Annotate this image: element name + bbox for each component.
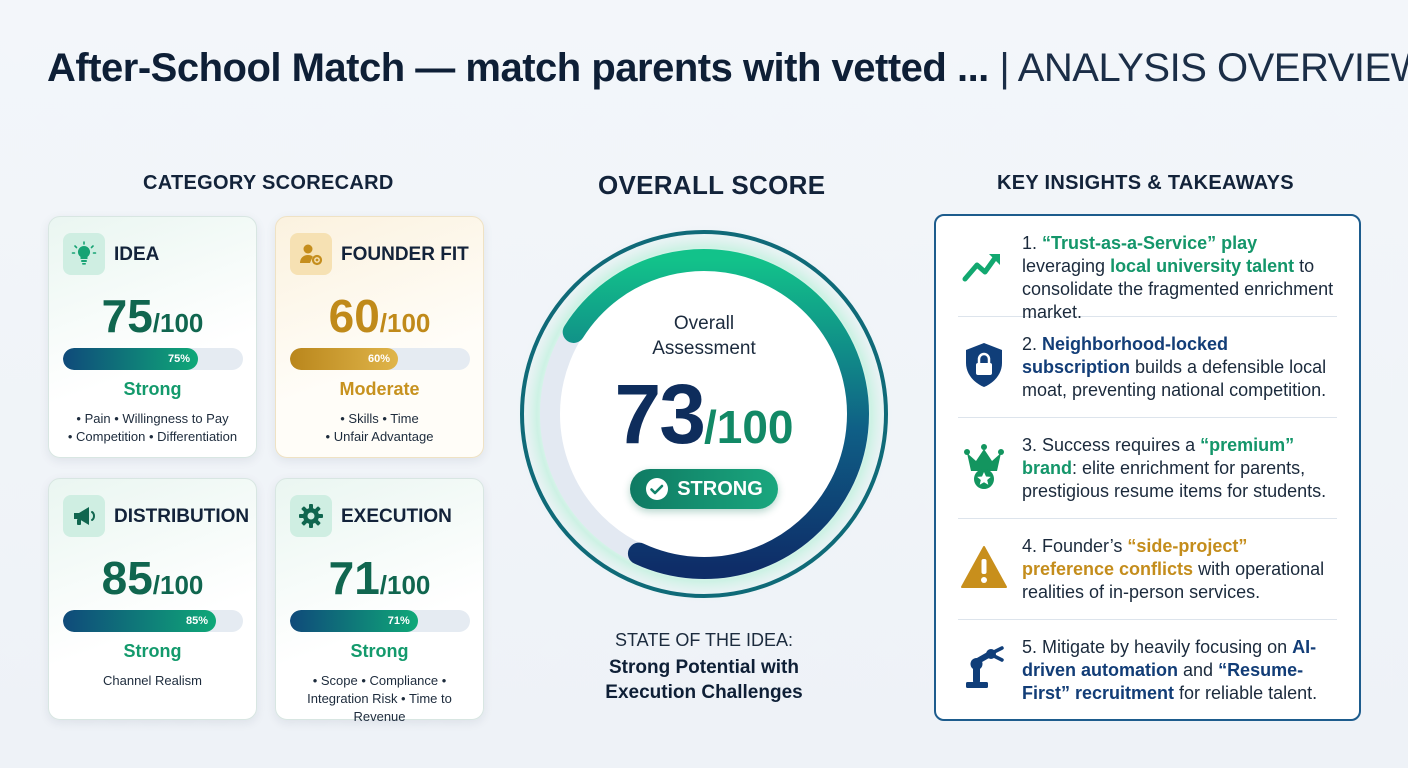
overall-label: Overall Assessment	[652, 313, 756, 359]
card-idea[interactable]: IDEA 75/100 75% Strong • Pain • Willingn…	[48, 216, 257, 458]
megaphone-icon	[63, 495, 105, 537]
card-founder-fit-progress: 60%	[290, 348, 470, 370]
person-gear-icon	[290, 233, 332, 275]
insights-panel: 1. “Trust-as-a-Service” play leveraging …	[934, 214, 1361, 721]
gauge-value-arc	[562, 249, 869, 579]
insights-heading: KEY INSIGHTS & TAKEAWAYS	[997, 172, 1294, 194]
card-execution[interactable]: EXECUTION 71/100 71% Strong • Scope • Co…	[275, 478, 484, 724]
insight-3: 3. Success requires a “premium” brand: e…	[958, 418, 1337, 519]
idea-state: STATE OF THE IDEA: Strong Potential with…	[560, 630, 848, 705]
card-founder-fit-rating: Moderate	[339, 379, 420, 399]
card-idea-progress: 75%	[63, 348, 243, 370]
card-execution-progress: 71%	[290, 610, 470, 632]
gear-icon	[290, 495, 332, 537]
card-distribution-score: 85/100	[101, 552, 204, 604]
insight-1: 1. “Trust-as-a-Service” play leveraging …	[958, 216, 1337, 322]
card-distribution-name: DISTRIBUTION	[114, 506, 250, 527]
card-founder-fit-score: 60/100	[328, 290, 431, 342]
shield-lock-icon	[958, 339, 1010, 391]
insight-5: 5. Mitigate by heavily focusing on AI-dr…	[958, 620, 1337, 721]
title-main: After-School Match — match parents with …	[47, 46, 989, 90]
card-idea-name: IDEA	[114, 244, 160, 265]
card-distribution-progress: 85%	[63, 610, 243, 632]
insight-2: 2. Neighborhood-locked subscription buil…	[958, 317, 1337, 418]
robot-arm-icon	[958, 642, 1010, 694]
overall-status-badge: STRONG	[630, 469, 778, 509]
page-title: After-School Match — match parents with …	[47, 46, 1408, 91]
gauge-outer-ring	[520, 230, 888, 598]
badge-label: STRONG	[677, 477, 763, 500]
trend-up-arrow-icon	[958, 238, 1010, 290]
idea-state-label: STATE OF THE IDEA:	[614, 630, 794, 650]
scorecard-heading: CATEGORY SCORECARD	[143, 172, 394, 194]
crown-star-icon	[958, 440, 1010, 492]
lightbulb-icon	[63, 233, 105, 275]
card-distribution-rating: Strong	[123, 641, 182, 661]
warning-icon	[958, 541, 1010, 593]
overall-score: 73/100	[614, 367, 794, 461]
card-execution-tags: • Scope • Compliance • Integration Risk •…	[307, 673, 452, 724]
card-execution-rating: Strong	[350, 641, 409, 661]
card-execution-score: 71/100	[328, 552, 431, 604]
card-distribution[interactable]: DISTRIBUTION 85/100 85% Strong Channel R…	[48, 478, 257, 720]
gauge-face	[544, 254, 864, 574]
card-execution-name: EXECUTION	[341, 506, 452, 527]
card-founder-fit-name: FOUNDER FIT	[341, 244, 469, 265]
card-founder-fit-tags: • Skills • Time • Unfair Advantage	[325, 411, 434, 444]
card-distribution-tags: Channel Realism	[103, 673, 202, 688]
card-idea-rating: Strong	[123, 379, 182, 399]
overall-heading: OVERALL SCORE	[598, 170, 826, 200]
insight-4: 4. Founder’s “side-project” preference c…	[958, 519, 1337, 620]
card-idea-score: 75/100	[101, 290, 204, 342]
overall-gauge	[514, 224, 894, 604]
idea-state-value: Strong Potential with Execution Challeng…	[605, 657, 803, 703]
check-circle-icon	[646, 478, 669, 500]
card-founder-fit[interactable]: FOUNDER FIT 60/100 60% Moderate • Skills…	[275, 216, 484, 458]
card-idea-tags: • Pain • Willingness to Pay • Competition…	[67, 411, 238, 444]
title-subtitle: | ANALYSIS OVERVIEW	[999, 46, 1408, 90]
